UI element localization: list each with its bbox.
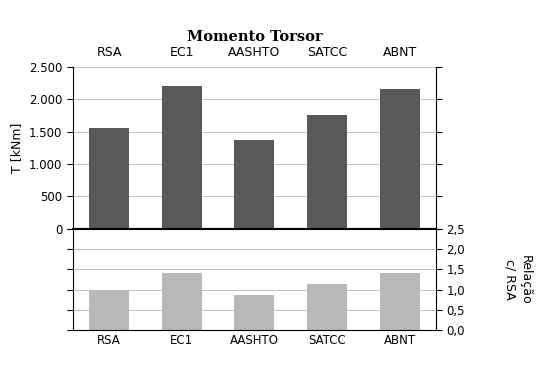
Bar — [234, 295, 274, 330]
Y-axis label: Relação
c/ RSA: Relação c/ RSA — [504, 255, 532, 304]
Bar — [234, 140, 274, 229]
Text: EC1: EC1 — [169, 46, 194, 59]
Text: RSA: RSA — [96, 46, 122, 59]
Bar — [162, 273, 202, 330]
Y-axis label: T [kNm]: T [kNm] — [10, 123, 23, 173]
Bar — [307, 115, 347, 229]
Text: SATCC: SATCC — [307, 46, 347, 59]
Text: AASHTO: AASHTO — [228, 46, 281, 59]
Text: ABNT: ABNT — [382, 46, 417, 59]
Bar — [380, 89, 420, 229]
Bar — [89, 128, 129, 229]
Text: Momento Torsor: Momento Torsor — [187, 30, 322, 44]
Bar — [307, 285, 347, 330]
Bar — [380, 273, 420, 330]
Bar — [162, 86, 202, 229]
Bar — [89, 290, 129, 330]
